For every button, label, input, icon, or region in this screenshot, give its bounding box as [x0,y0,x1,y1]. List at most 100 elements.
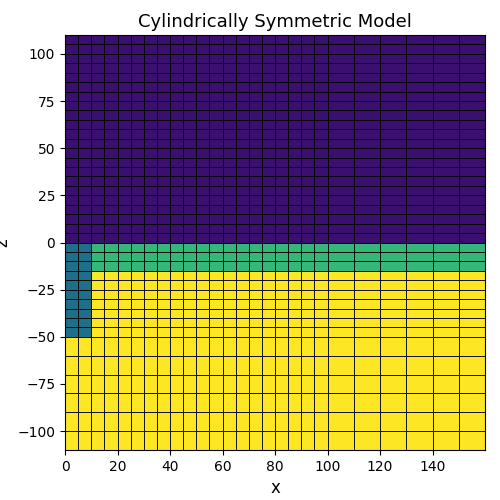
Bar [249,205,262,214]
Bar [78,130,91,138]
Bar [275,299,288,308]
Bar [380,196,406,205]
Bar [91,356,104,374]
Bar [196,224,209,233]
Bar [91,214,104,224]
Bar [104,148,118,158]
Bar [328,54,354,64]
Bar [157,205,170,214]
Bar [130,224,144,233]
Bar [144,158,157,167]
Bar [301,271,314,280]
Bar [183,72,196,82]
Bar [65,412,78,431]
Bar [170,35,183,44]
Bar [222,82,235,92]
Bar [130,101,144,110]
Bar [262,224,275,233]
Bar [262,233,275,242]
Bar [210,290,222,299]
Bar [459,290,485,299]
Bar [406,431,432,450]
Bar [301,167,314,176]
Bar [210,158,222,167]
Bar [118,242,130,252]
Bar [222,101,235,110]
Bar [91,318,104,328]
Bar [314,176,328,186]
Bar [328,196,354,205]
Bar [91,242,104,252]
Bar [288,242,301,252]
Bar [144,82,157,92]
Bar [157,337,170,355]
Bar [170,356,183,374]
Bar [380,130,406,138]
Bar [459,280,485,289]
Bar [328,64,354,72]
Bar [170,412,183,431]
Bar [144,252,157,262]
Bar [432,271,459,280]
Bar [236,82,249,92]
Bar [104,242,118,252]
Bar [275,374,288,394]
Bar [65,374,78,394]
Bar [130,54,144,64]
Bar [459,412,485,431]
Bar [288,252,301,262]
Bar [459,374,485,394]
Bar [170,82,183,92]
Bar [157,214,170,224]
Bar [196,242,209,252]
Bar [432,205,459,214]
Bar [118,252,130,262]
Bar [314,35,328,44]
Bar [354,224,380,233]
Bar [459,252,485,262]
Bar [301,224,314,233]
Bar [130,233,144,242]
Bar [236,308,249,318]
Bar [157,35,170,44]
Bar [249,328,262,337]
Bar [432,262,459,271]
Bar [91,431,104,450]
Bar [288,233,301,242]
Bar [222,374,235,394]
Bar [157,176,170,186]
Bar [118,214,130,224]
Bar [65,224,78,233]
Bar [236,262,249,271]
Bar [301,101,314,110]
Bar [78,138,91,148]
Bar [104,176,118,186]
Bar [288,64,301,72]
Bar [65,233,78,242]
Bar [380,271,406,280]
Bar [144,280,157,289]
Bar [249,35,262,44]
Bar [236,224,249,233]
Bar [275,290,288,299]
Bar [314,308,328,318]
Bar [432,280,459,289]
Bar [157,242,170,252]
Bar [210,431,222,450]
Bar [222,233,235,242]
Bar [118,44,130,54]
Bar [78,35,91,44]
Bar [104,138,118,148]
Bar [459,176,485,186]
Bar [104,110,118,120]
Bar [354,120,380,130]
Bar [275,233,288,242]
Bar [157,186,170,196]
Bar [196,290,209,299]
Bar [91,130,104,138]
Bar [380,148,406,158]
Bar [432,328,459,337]
Bar [459,214,485,224]
Bar [314,64,328,72]
Bar [380,412,406,431]
